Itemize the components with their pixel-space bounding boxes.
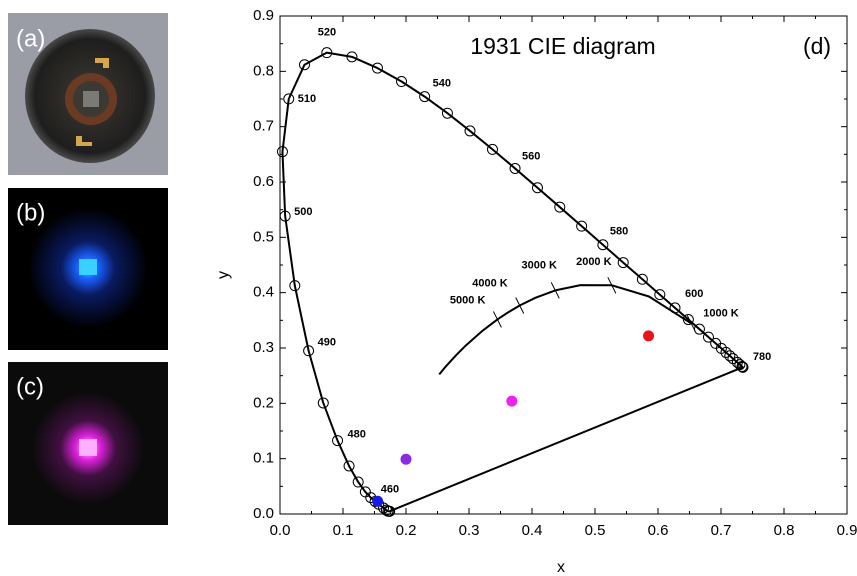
wavelength-label: 500 — [294, 206, 312, 218]
cct-tick — [515, 297, 525, 314]
locus-point — [352, 476, 364, 488]
wavelength-label: 780 — [753, 351, 771, 363]
wavelength-label: 460 — [381, 483, 399, 495]
locus-point — [380, 504, 392, 516]
locus-point — [359, 486, 371, 498]
locus-point — [346, 51, 358, 63]
cct-label: 5000 K — [450, 294, 486, 306]
y-tick-label: 0.2 — [253, 394, 274, 411]
cct-tick — [607, 277, 617, 294]
locus-point — [734, 359, 746, 371]
cct-tick — [686, 315, 696, 332]
locus-point — [332, 435, 344, 447]
locus-point — [531, 182, 543, 194]
x-tick-label: 0.0 — [270, 522, 291, 539]
locus-point — [617, 257, 629, 269]
y-tick-label: 0.6 — [253, 173, 274, 190]
panel-label: (c) — [16, 373, 44, 400]
series-line — [438, 284, 692, 375]
x-tick-label: 0.6 — [648, 522, 669, 539]
color-point — [372, 495, 384, 507]
locus-point — [283, 93, 295, 105]
x-tick-label: 0.7 — [711, 522, 732, 539]
x-tick-label: 0.8 — [774, 522, 795, 539]
chart-title: 1931 CIE diagram — [470, 33, 655, 59]
locus-point — [321, 47, 333, 59]
x-tick-label: 0.4 — [522, 522, 543, 539]
cct-label: 4000 K — [472, 277, 508, 289]
locus-point — [509, 162, 521, 174]
locus-point — [303, 345, 315, 357]
locus-point — [576, 220, 588, 232]
panel-label: (b) — [16, 199, 45, 226]
panel-label: (d) — [803, 33, 831, 59]
color-point — [643, 330, 655, 342]
locus-point — [441, 107, 453, 119]
color-point — [400, 453, 412, 465]
y-tick-label: 0.4 — [253, 284, 274, 301]
wavelength-label: 490 — [318, 337, 336, 349]
locus-point — [276, 146, 288, 158]
x-tick-label: 0.9 — [837, 522, 857, 539]
locus-point — [554, 201, 566, 213]
x-tick-label: 0.1 — [333, 522, 354, 539]
wavelength-label: 520 — [318, 27, 336, 39]
cie-chart: 1931 CIE diagram (d) x y 0.0 0.1 0.2 0.3 0.4… — [215, 7, 857, 576]
locus-point — [299, 59, 311, 71]
wavelength-label: 510 — [298, 93, 316, 105]
locus-point — [702, 331, 714, 343]
locus-point — [737, 361, 749, 373]
wavelength-label: 560 — [522, 150, 540, 162]
locus-point — [343, 460, 355, 472]
locus-point — [636, 273, 648, 285]
photo-c: (c) — [8, 362, 168, 525]
y-tick-label: 0.5 — [253, 228, 274, 245]
y-axis-label: y — [215, 271, 232, 279]
locus-point — [371, 62, 383, 74]
wavelength-label: 540 — [433, 78, 451, 90]
locus-point — [736, 360, 748, 372]
x-tick-label: 0.2 — [396, 522, 417, 539]
photo-a: (a) — [8, 13, 168, 175]
wavelength-label: 580 — [610, 226, 628, 238]
locus-point — [597, 239, 609, 251]
cct-label: 3000 K — [522, 259, 558, 271]
y-tick-label: 0.3 — [253, 339, 274, 356]
x-tick-label: 0.3 — [459, 522, 480, 539]
wavelength-label: 480 — [348, 428, 366, 440]
cct-label: 1000 K — [703, 307, 739, 319]
y-tick-label: 0.0 — [253, 505, 274, 522]
locus-point — [720, 346, 732, 358]
x-axis-label: x — [557, 559, 565, 576]
y-tick-label: 0.1 — [253, 450, 274, 467]
cct-tick — [492, 311, 502, 328]
locus-point — [317, 397, 329, 409]
locus-point — [279, 210, 291, 222]
locus-point — [486, 143, 498, 155]
locus-point — [464, 125, 476, 137]
series-line — [281, 51, 744, 513]
wavelength-label: 600 — [685, 288, 703, 300]
panel-label: (a) — [16, 25, 45, 52]
y-tick-label: 0.8 — [253, 62, 274, 79]
photo-b: (b) — [8, 188, 168, 350]
cct-tick — [550, 282, 560, 299]
locus-point — [419, 91, 431, 103]
locus-point — [289, 280, 301, 292]
y-tick-label: 0.7 — [253, 118, 274, 135]
x-tick-label: 0.5 — [585, 522, 606, 539]
locus-point — [396, 76, 408, 88]
cct-label: 2000 K — [576, 256, 612, 268]
locus-point — [654, 289, 666, 301]
locus-point — [724, 350, 736, 362]
y-tick-label: 0.9 — [253, 7, 274, 24]
color-point — [506, 395, 518, 407]
